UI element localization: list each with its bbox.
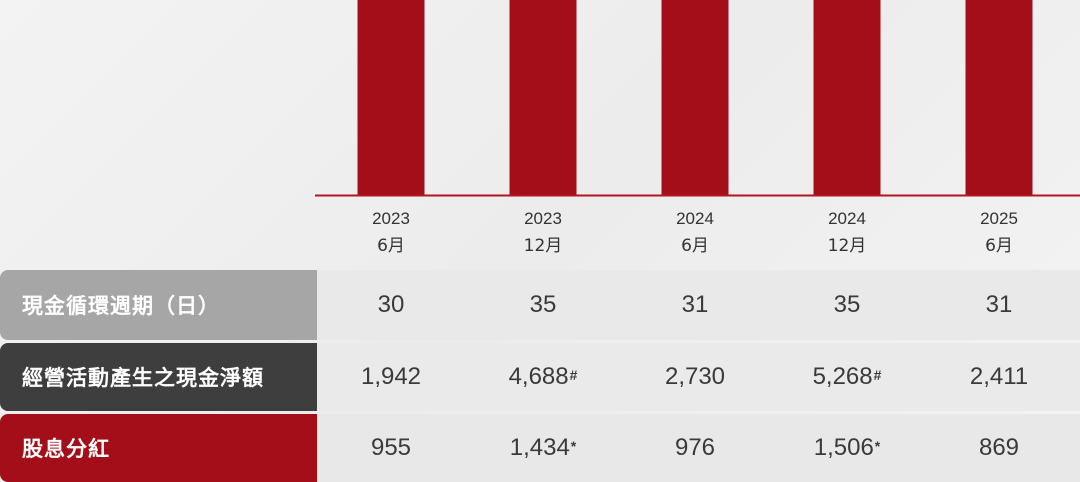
cell-value: 1,434	[509, 434, 570, 461]
cell-cash-cycle-0: 30	[321, 270, 461, 340]
bar-3	[813, 0, 881, 195]
row-cells-cash-cycle: 30 35 31 35 31	[317, 270, 1080, 340]
cell-operating-cash-4: 2,411	[929, 343, 1069, 411]
cell-value: 31	[985, 291, 1013, 318]
cell-operating-cash-0: 1,942	[321, 343, 461, 411]
row-cells-dividend: 955 1,434 * 976 1,506 * 869	[317, 414, 1080, 482]
x-tick-year-2: 2024	[676, 209, 714, 228]
footnote-mark: *	[570, 438, 577, 454]
x-tick-year-3: 2024	[828, 209, 866, 228]
cell-dividend-1: 1,434 *	[473, 414, 613, 482]
bar-1	[509, 0, 577, 195]
cell-dividend-0: 955	[321, 414, 461, 482]
row-label-dividend: 股息分紅	[0, 414, 317, 482]
cell-cash-cycle-4: 31	[929, 270, 1069, 340]
cell-value: 4,688	[508, 363, 569, 390]
x-tick-month-0: 6月	[377, 236, 405, 256]
x-tick-month-1: 12月	[524, 236, 563, 256]
cell-value: 869	[978, 434, 1020, 461]
row-cells-operating-cash: 1,942 4,688 #2,730 5,268 #2,411	[317, 343, 1080, 411]
cell-value: 31	[681, 291, 709, 318]
bar-2	[661, 0, 729, 195]
x-tick-year-0: 2023	[372, 209, 410, 228]
bar-0	[357, 0, 425, 195]
cell-value: 1,942	[360, 363, 422, 390]
x-tick-month-2: 6月	[681, 236, 709, 256]
table-row-cash-cycle: 現金循環週期（日） 30 35 31 35 31	[0, 270, 1080, 340]
cell-value: 35	[529, 291, 557, 318]
bar-chart: 19,22520236月17,976202312月17,58120246月18,…	[315, 0, 1080, 256]
cell-value: 1,506	[813, 434, 874, 461]
cell-value: 2,730	[664, 363, 726, 390]
footnote-mark: #	[569, 367, 578, 383]
cell-operating-cash-1: 4,688 #	[473, 343, 613, 411]
cell-value: 2,411	[969, 363, 1029, 390]
cell-value: 30	[377, 291, 405, 318]
cell-dividend-2: 976	[625, 414, 765, 482]
cell-value: 35	[833, 291, 861, 318]
row-label-operating-cash: 經營活動產生之現金淨額	[0, 343, 317, 411]
cell-dividend-3: 1,506 *	[777, 414, 917, 482]
row-label-cash-cycle: 現金循環週期（日）	[0, 270, 317, 340]
cell-cash-cycle-3: 35	[777, 270, 917, 340]
cell-value: 955	[370, 434, 412, 461]
cell-cash-cycle-2: 31	[625, 270, 765, 340]
footnote-mark: #	[873, 367, 882, 383]
cell-cash-cycle-1: 35	[473, 270, 613, 340]
cell-value: 976	[674, 434, 716, 461]
bar-4	[965, 0, 1033, 195]
cell-operating-cash-2: 2,730	[625, 343, 765, 411]
x-tick-month-4: 6月	[985, 236, 1013, 256]
table-row-operating-cash: 經營活動產生之現金淨額 1,942 4,688 #2,730 5,268 #2,411	[0, 343, 1080, 411]
footnote-mark: *	[874, 438, 881, 454]
cell-dividend-4: 869	[929, 414, 1069, 482]
x-tick-month-3: 12月	[828, 236, 867, 256]
table-row-dividend: 股息分紅 955 1,434 * 976 1,506 * 869	[0, 414, 1080, 482]
cell-operating-cash-3: 5,268 #	[777, 343, 917, 411]
x-tick-year-1: 2023	[524, 209, 562, 228]
x-tick-year-4: 2025	[980, 209, 1018, 228]
cell-value: 5,268	[812, 363, 873, 390]
